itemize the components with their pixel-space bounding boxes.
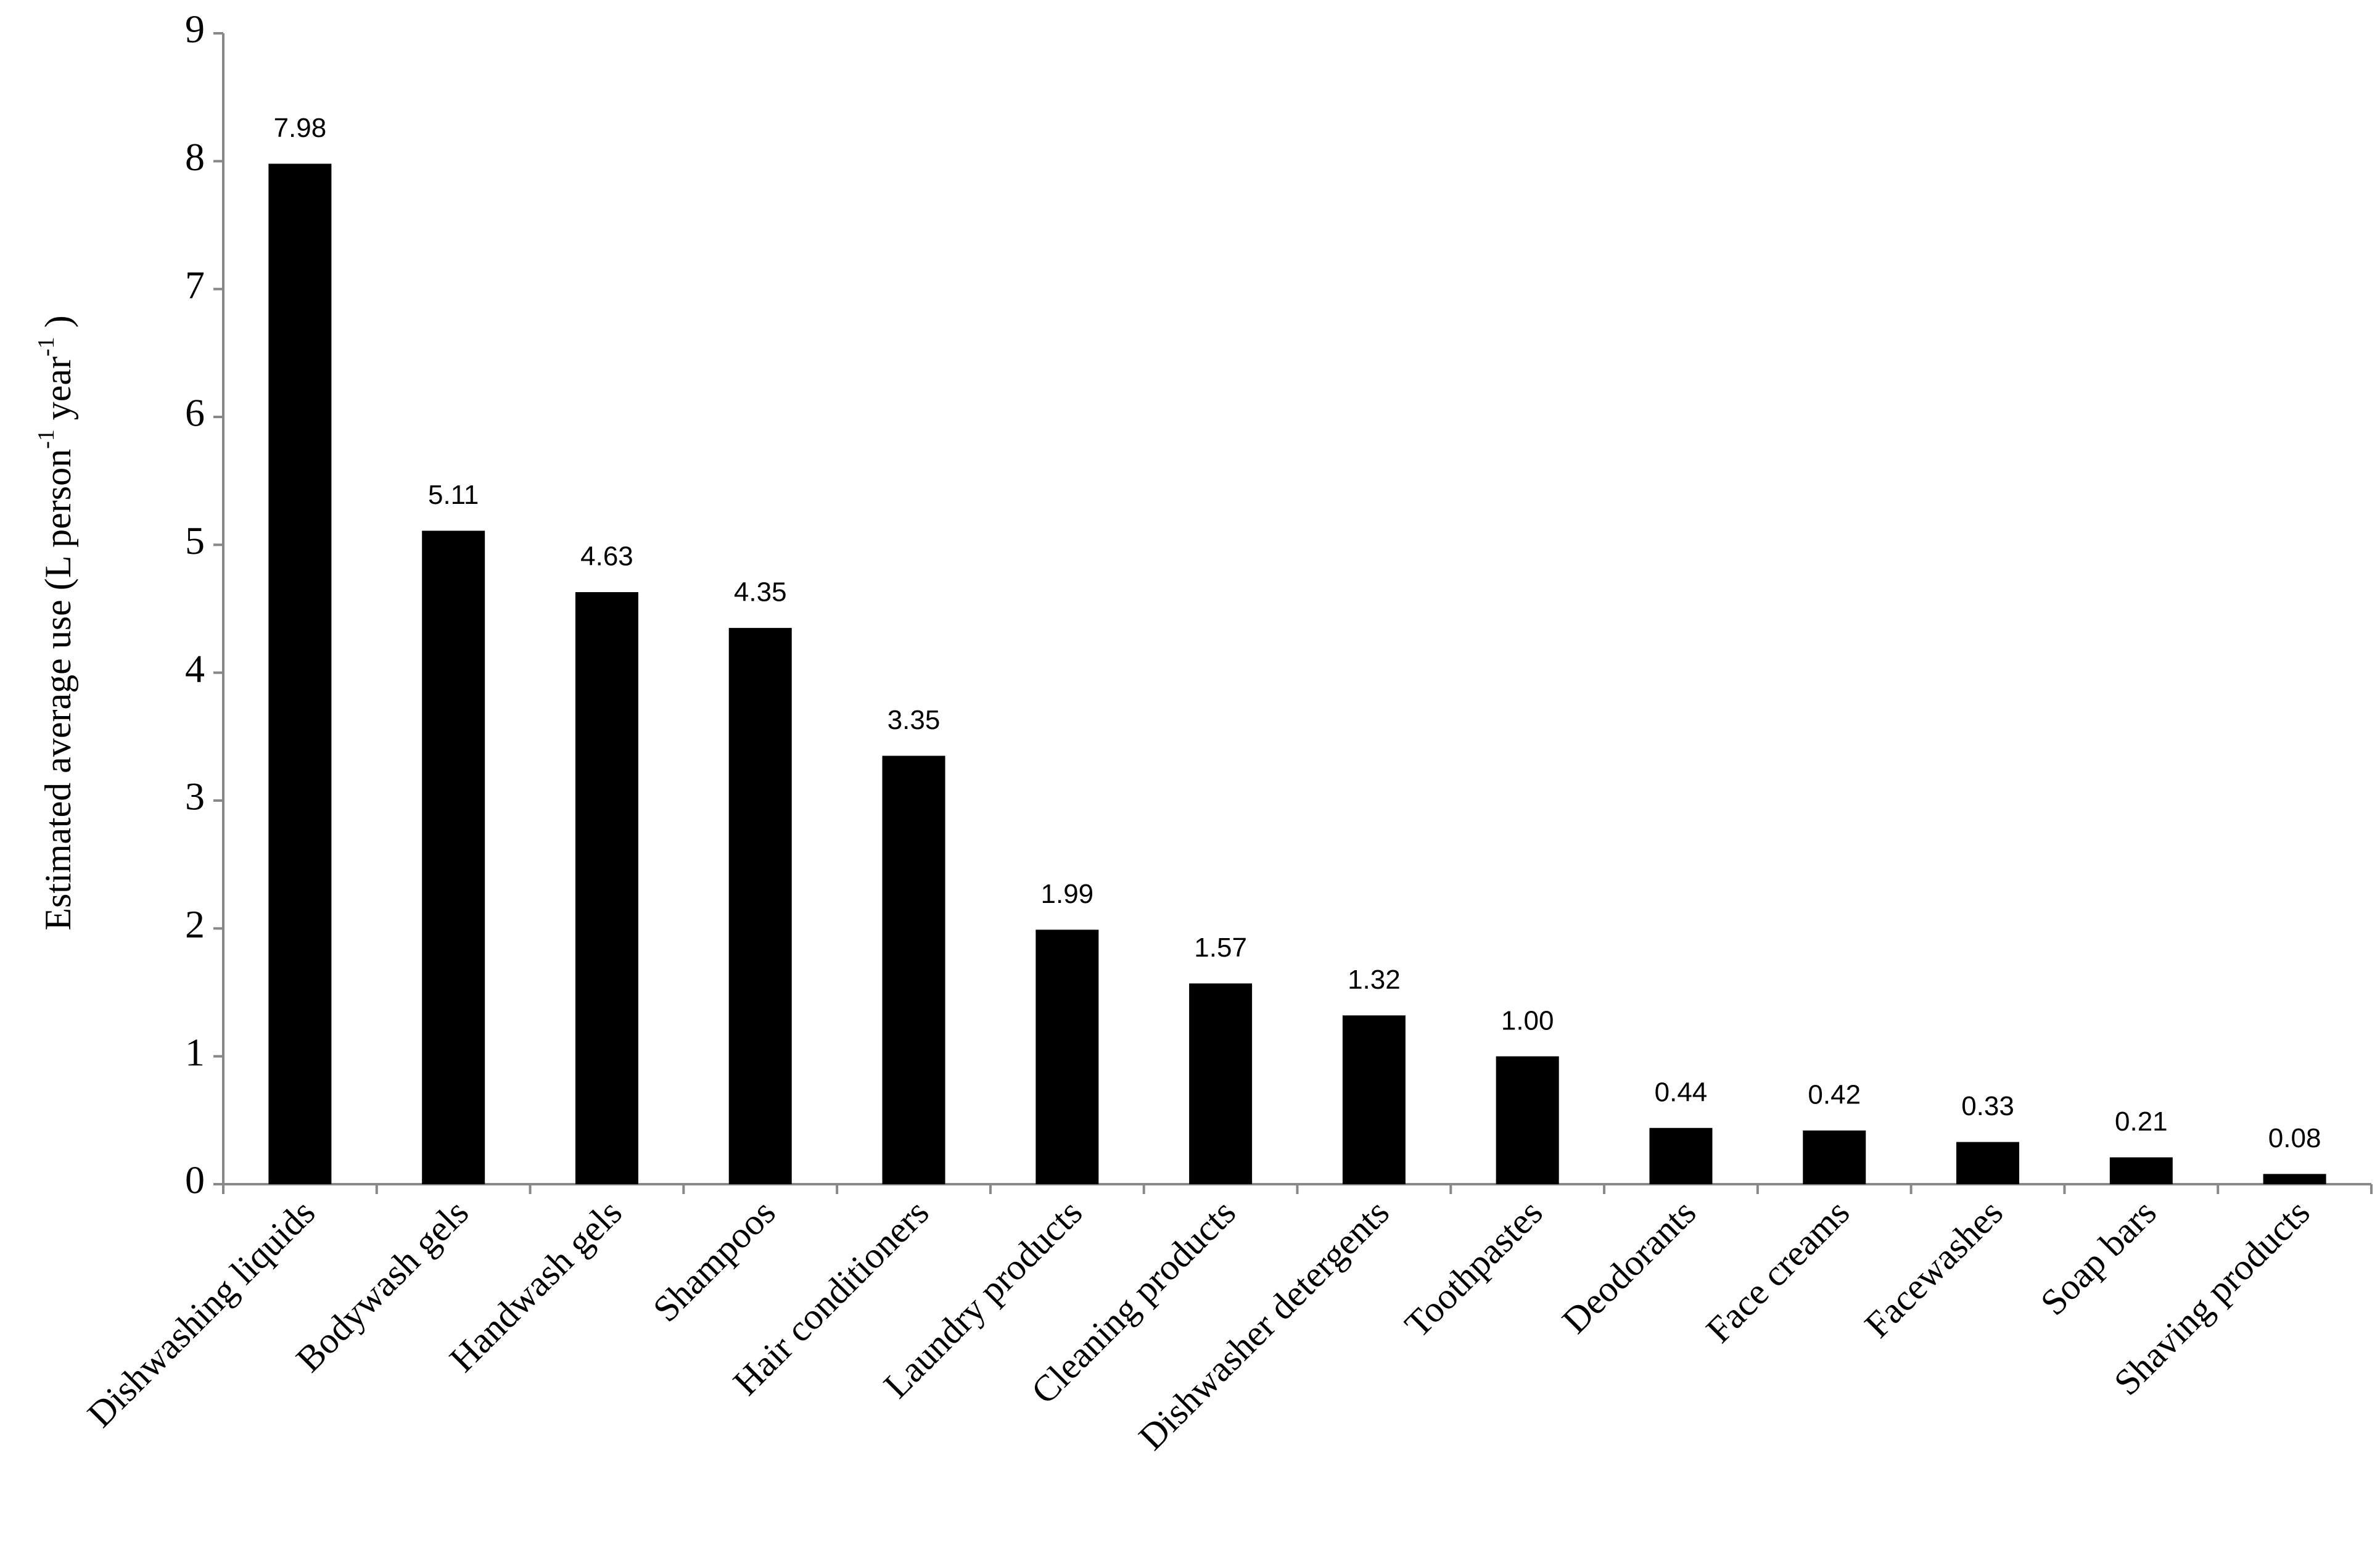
value-label: 7.98 [274, 113, 327, 143]
y-title-part: year [38, 356, 78, 429]
y-tick-label: 2 [185, 902, 205, 946]
bar [1496, 1056, 1559, 1184]
value-label: 1.32 [1348, 965, 1401, 995]
y-tick-label: 6 [185, 391, 205, 435]
bar [882, 756, 945, 1184]
x-tick-label: Facewashes [1857, 1192, 2011, 1345]
bar [1956, 1142, 2020, 1184]
bar [422, 530, 485, 1185]
bar [575, 592, 638, 1184]
y-tick-label: 3 [185, 775, 205, 818]
x-tick-label: Dishwasher detergents [1131, 1192, 1397, 1457]
x-tick-label: Face creams [1699, 1192, 1857, 1350]
y-tick-label: 0 [185, 1158, 205, 1202]
bar [1189, 983, 1253, 1184]
y-tick-label: 1 [185, 1030, 205, 1074]
bar [1342, 1015, 1406, 1184]
y-title-sup: -1 [33, 429, 59, 449]
bar [268, 163, 332, 1185]
y-axis-title: Estimated average use (L person-1 year-1… [33, 315, 78, 930]
value-label: 0.42 [1808, 1080, 1861, 1110]
y-title-part: Estimated average use (L person [38, 449, 78, 931]
bar [728, 628, 792, 1184]
value-label: 0.21 [2115, 1106, 2168, 1137]
value-label: 0.08 [2268, 1123, 2321, 1153]
bar [2109, 1157, 2173, 1184]
y-tick-label: 4 [185, 646, 205, 690]
bar [2263, 1174, 2326, 1184]
value-label: 1.99 [1041, 879, 1094, 909]
value-label: 5.11 [428, 480, 479, 510]
x-tick-label: Shampoos [645, 1192, 783, 1329]
bar [1803, 1130, 1866, 1184]
x-tick-label: Soap bars [2033, 1192, 2164, 1323]
value-label: 4.35 [734, 577, 787, 608]
x-tick-label: Toothpastes [1397, 1192, 1550, 1345]
bar [1036, 929, 1099, 1184]
bar [1649, 1127, 1713, 1184]
y-tick-label: 8 [185, 135, 205, 179]
value-label: 0.44 [1655, 1077, 1708, 1107]
y-tick-label: 5 [185, 519, 205, 562]
y-tick-label: 9 [185, 7, 205, 51]
x-tick-label: Dishwashing liquids [80, 1192, 323, 1435]
value-label: 3.35 [887, 705, 941, 735]
x-tick-label: Deodorants [1554, 1192, 1703, 1341]
value-label: 1.00 [1501, 1005, 1554, 1036]
value-label: 4.63 [580, 542, 633, 572]
y-tick-label: 7 [185, 263, 205, 307]
y-title-part: ) [38, 315, 78, 337]
y-title-sup: -1 [33, 337, 59, 356]
value-label: 0.33 [1961, 1091, 2014, 1121]
value-label: 1.57 [1194, 933, 1247, 963]
